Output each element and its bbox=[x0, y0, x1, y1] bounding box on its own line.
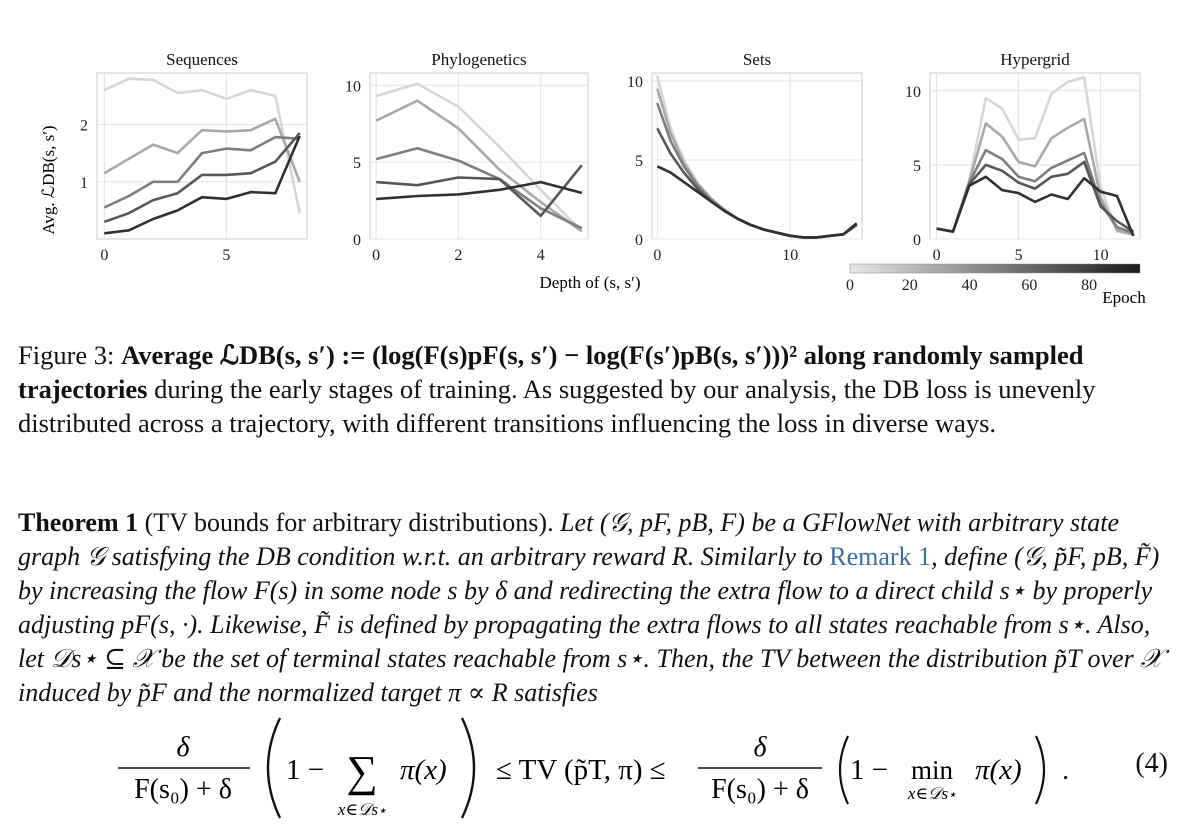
subplot-title: Hypergrid bbox=[1000, 50, 1070, 69]
frac1-num: δ bbox=[176, 732, 190, 763]
caption-title: Average ℒDB(s, s′) := (log(F(s)pF(s, s′)… bbox=[18, 340, 1084, 404]
subplot-sequences: 0 5 1 2 Sequences bbox=[80, 50, 308, 264]
x-tick-label: 4 bbox=[537, 247, 545, 264]
subplot-sets: 0 10 0 5 10 Sets bbox=[627, 50, 863, 264]
colorbar-tick-label: 80 bbox=[1081, 277, 1097, 294]
caption-text: during the early stages of training. As … bbox=[18, 374, 1096, 438]
x-tick-label: 0 bbox=[100, 247, 108, 264]
series-line-4 bbox=[104, 135, 301, 235]
pi-of-x-1: π(x) bbox=[400, 754, 447, 786]
series-line-1 bbox=[103, 117, 301, 183]
x-tick-label: 0 bbox=[372, 247, 380, 264]
subplot-title: Sets bbox=[743, 50, 771, 69]
colorbar-label: Epoch bbox=[1102, 288, 1146, 307]
colorbar-gradient bbox=[849, 263, 1141, 274]
series-line-0 bbox=[103, 77, 301, 214]
x-tick-label: 5 bbox=[222, 247, 230, 264]
y-axis-label: Avg. ℒDB(s, s′) bbox=[39, 125, 58, 234]
y-tick-label: 5 bbox=[635, 153, 643, 170]
right-paren-1 bbox=[460, 717, 476, 819]
sum-symbol: ∑ bbox=[346, 747, 377, 796]
y-tick-label: 5 bbox=[913, 158, 921, 175]
figure-caption: Figure 3: Average ℒDB(s, s′) := (log(F(s… bbox=[18, 338, 1180, 440]
equation-number: (4) bbox=[1135, 748, 1168, 779]
series-line-4 bbox=[936, 175, 1135, 237]
colorbar-tick-label: 60 bbox=[1021, 277, 1037, 294]
y-tick-label: 5 bbox=[353, 155, 361, 172]
min-subscript: x∈𝒟s⋆ bbox=[907, 784, 957, 803]
theorem-title: (TV bounds for arbitrary distributions). bbox=[144, 508, 554, 537]
y-tick-label: 0 bbox=[353, 232, 361, 249]
equation-svg: δ F(s₀) + δ 1 − ∑ x∈𝒟s⋆ π(x) ≤ TV (p̃T, … bbox=[118, 717, 1069, 819]
right-paren-2 bbox=[1035, 735, 1046, 805]
y-tick-label: 1 bbox=[80, 175, 88, 192]
y-tick-label: 10 bbox=[627, 74, 643, 91]
theorem-1: Theorem 1 (TV bounds for arbitrary distr… bbox=[18, 506, 1180, 710]
caption-label: Figure 3: bbox=[18, 340, 115, 370]
pi-of-x-2: π(x) bbox=[975, 754, 1022, 786]
frac2-num: δ bbox=[753, 732, 767, 763]
colorbar: 0 20 40 60 80 Epoch bbox=[846, 263, 1146, 307]
left-paren-1 bbox=[266, 717, 282, 819]
y-tick-label: 0 bbox=[913, 232, 921, 249]
x-tick-label: 10 bbox=[1093, 247, 1109, 264]
subplot-title: Sequences bbox=[166, 50, 238, 69]
left-paren-2 bbox=[838, 735, 849, 805]
colorbar-tick-label: 40 bbox=[962, 277, 978, 294]
theorem-body-2: , define (𝒢, p̃F, pB, F̃) by increasing … bbox=[18, 542, 1163, 707]
equation-4: δ F(s₀) + δ 1 − ∑ x∈𝒟s⋆ π(x) ≤ TV (p̃T, … bbox=[0, 700, 1200, 830]
one-minus-1: 1 − bbox=[286, 754, 324, 786]
subplot-title: Phylogenetics bbox=[431, 50, 526, 69]
y-tick-label: 0 bbox=[635, 232, 643, 249]
theorem-label: Theorem 1 bbox=[18, 508, 139, 537]
series-line-4 bbox=[656, 165, 858, 239]
sum-subscript: x∈𝒟s⋆ bbox=[337, 800, 387, 819]
x-tick-label: 0 bbox=[933, 247, 941, 264]
x-axis-label: Depth of (s, s′) bbox=[540, 273, 641, 292]
equation-period: . bbox=[1062, 754, 1069, 786]
series-line-2 bbox=[103, 135, 300, 209]
remark-1-link[interactable]: Remark 1 bbox=[829, 542, 932, 571]
colorbar-tick-label: 20 bbox=[902, 277, 918, 294]
colorbar-tick-label: 0 bbox=[846, 277, 854, 294]
x-tick-label: 10 bbox=[782, 247, 798, 264]
frac1-den: F(s₀) + δ bbox=[134, 774, 232, 805]
series-line-3 bbox=[103, 132, 301, 224]
subplot-phylogenetics: 0 2 4 0 5 10 Phylogenetics bbox=[345, 50, 589, 264]
plot-area bbox=[651, 72, 863, 240]
series-line-4 bbox=[376, 180, 583, 201]
series-line-2 bbox=[375, 147, 583, 230]
y-tick-label: 2 bbox=[80, 118, 88, 135]
x-tick-label: 5 bbox=[1015, 247, 1023, 264]
frac2-den: F(s₀) + δ bbox=[711, 774, 809, 805]
y-tick-label: 10 bbox=[905, 84, 921, 101]
one-minus-2: 1 − bbox=[850, 754, 888, 786]
series-line-0 bbox=[375, 82, 583, 233]
x-tick-label: 0 bbox=[653, 247, 661, 264]
tv-middle: ≤ TV (p̃T, π) ≤ bbox=[496, 754, 666, 786]
subplot-hypergrid: 0 5 10 0 5 10 Hypergrid bbox=[905, 50, 1141, 264]
x-tick-label: 2 bbox=[454, 247, 462, 264]
y-tick-label: 10 bbox=[345, 78, 361, 95]
series-line-3 bbox=[376, 164, 583, 218]
theorem-body-1: Let (𝒢, pF, pB, F) be a GFlowNet with ar… bbox=[18, 508, 1120, 571]
min-operator: min bbox=[911, 755, 954, 785]
